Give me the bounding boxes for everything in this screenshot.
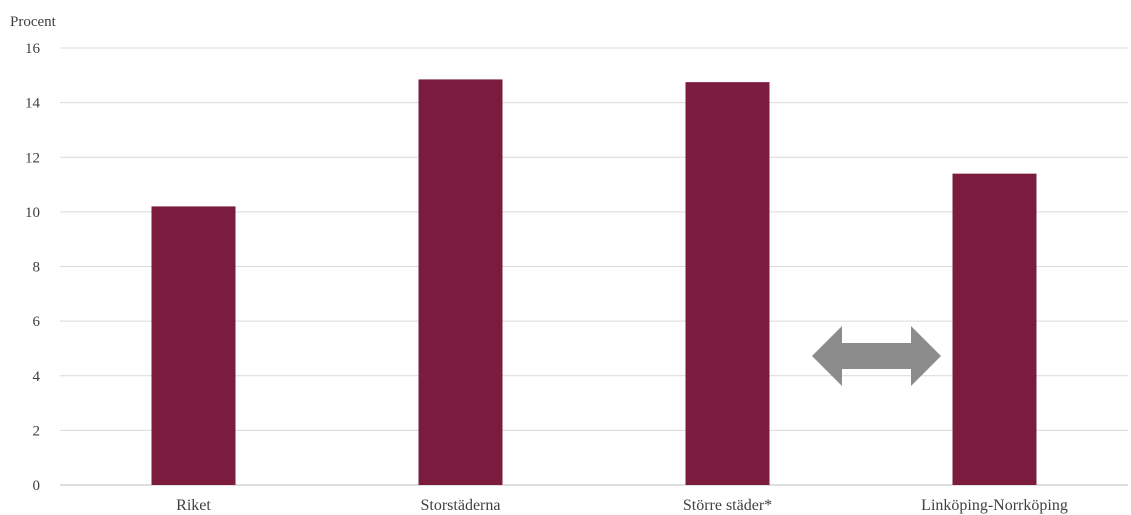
y-tick-label: 2 — [33, 423, 41, 439]
y-tick-label: 10 — [25, 205, 40, 221]
y-tick-label: 0 — [33, 478, 41, 494]
bar-2 — [685, 82, 770, 485]
category-label: Större städer* — [683, 497, 772, 514]
category-label: Storstäderna — [421, 497, 501, 514]
category-label: Riket — [176, 497, 211, 514]
bar-1 — [418, 79, 503, 486]
category-label: Linköping-Norrköping — [921, 497, 1068, 514]
y-tick-label: 12 — [25, 150, 40, 166]
y-tick-label: 8 — [33, 260, 41, 276]
y-tick-label: 6 — [33, 314, 41, 330]
y-tick-label: 16 — [25, 41, 41, 57]
category-labels: Riket Storstäderna Större städer* Linköping… — [176, 497, 1068, 514]
y-axis-title: Procent — [10, 14, 57, 30]
gridlines — [60, 47, 1128, 486]
double-arrow-icon — [812, 326, 941, 386]
bar-3 — [952, 173, 1037, 485]
bars — [151, 79, 1037, 486]
y-tick-label: 14 — [25, 96, 41, 112]
y-tick-label: 4 — [33, 369, 41, 385]
bar-0 — [151, 206, 236, 485]
y-tick-labels: 0 2 4 6 8 10 12 14 16 — [25, 41, 41, 494]
